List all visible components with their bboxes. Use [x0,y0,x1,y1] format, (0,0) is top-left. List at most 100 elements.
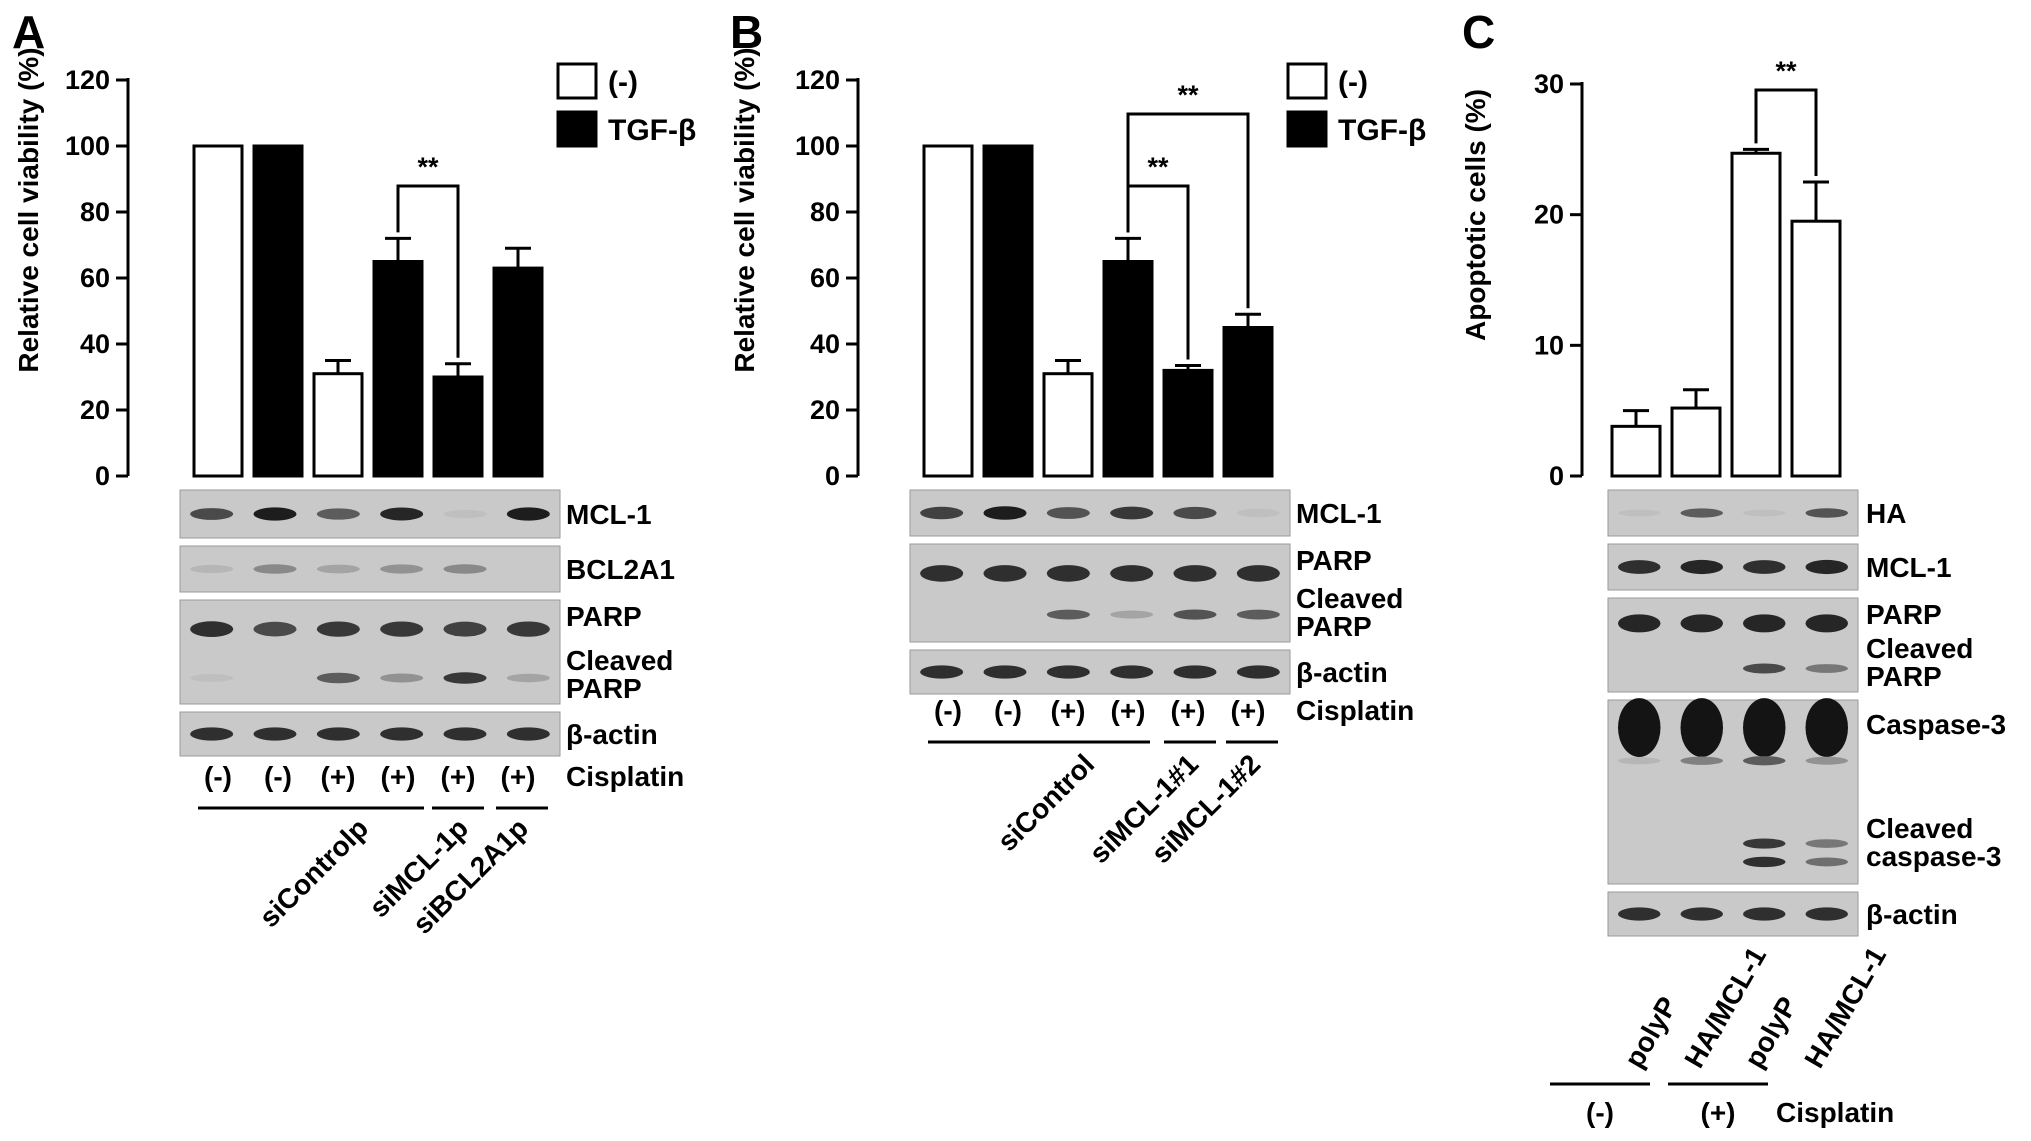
blot-band [1743,614,1786,633]
legend-label-tgfb-b: TGF-β [1338,114,1426,147]
group-label-sicontrolp: siControlp [253,812,374,933]
cisplatin-lane-label: (+) [1051,695,1086,726]
blot-band [1173,565,1217,582]
blot-label: β-actin [1866,899,1958,930]
blot-band [1680,508,1723,518]
cisplatin-lane-label: (+) [321,761,356,792]
significance-label: ** [1147,152,1169,182]
cisplatin-label-a: Cisplatin [566,761,684,792]
panel-c: C Apoptotic cells (%) 0 10 20 30 ** HA MCL-1 P… [1460,6,2006,1128]
cisplatin-group-minus: (-) [1586,1097,1614,1128]
blot-band [1110,565,1154,582]
panel-letter-a: A [12,6,45,58]
blot-band [1110,506,1154,520]
y-axis-title-b: Relative cell viability (%) [729,47,760,372]
blot-band [983,506,1027,520]
lane-label-c: polyP [1738,991,1803,1073]
lane-label-c: HA/MCL-1 [1798,942,1892,1073]
blot-band [920,665,964,679]
cisplatin-label-b: Cisplatin [1296,695,1414,726]
blot-band [190,564,234,574]
bar [1162,368,1214,478]
blot-label: Caspase-3 [1866,709,2006,740]
legend-label-untreated-b: (-) [1338,66,1368,99]
significance-bracket [396,184,460,358]
lane-label-c: polyP [1618,991,1683,1073]
blot-band [1110,610,1154,619]
cisplatin-lane-label: (+) [441,761,476,792]
blot-strip [179,599,561,705]
blot-band [1805,508,1848,518]
blot-band [1173,665,1217,679]
blot-label: Cleaved [1866,633,1973,664]
cisplatin-lane-label: (+) [1231,695,1266,726]
bar [492,266,544,478]
blot-label: caspase-3 [1866,841,2001,872]
blot-band [190,727,234,741]
blot-band [1680,559,1723,575]
blot-band [1618,757,1661,765]
blot-band [190,674,234,682]
blot-band [1743,756,1786,766]
blot-band [253,564,297,574]
blot-band [1110,665,1154,679]
blot-label: Cleaved [566,645,673,676]
cisplatin-lane-label: (+) [1171,695,1206,726]
blot-band [1046,565,1090,582]
significance-bracket [1126,112,1250,309]
y-tick-label: 80 [80,197,110,227]
blot-band [1236,665,1280,679]
blot-label: β-actin [1296,657,1388,688]
blot-band [316,564,360,574]
blot-band [1236,508,1280,518]
bar [252,144,304,478]
bar-chart-a: 0 20 40 60 80 100 120 ** [65,65,544,491]
bar [1222,326,1274,478]
blot-label: MCL-1 [1296,498,1382,529]
y-axis-title-a: Relative cell viability (%) [13,47,44,372]
cisplatin-lane-label: (+) [1111,695,1146,726]
blot-band [443,564,487,574]
y-tick-label: 40 [80,329,110,359]
blot-band [1680,907,1723,921]
panel-a: A Relative cell viability (%) 0 20 40 60 80 1… [12,6,696,940]
cisplatin-lane-label: (+) [381,761,416,792]
bar [432,375,484,478]
blot-band [1743,856,1786,868]
bar [1730,151,1782,478]
blot-band [1743,509,1786,517]
cisplatin-label-c: Cisplatin [1776,1097,1894,1128]
blot-band [1173,506,1217,520]
blot-band [190,508,234,520]
y-tick-label: 20 [1534,200,1564,230]
y-tick-label: 100 [795,131,840,161]
blot-band [1805,907,1848,921]
blot-strip [909,543,1291,643]
blot-band [1618,560,1661,574]
blot-band [1743,907,1786,921]
blot-band [1046,665,1090,679]
blot-band [316,727,360,741]
blot-band [1805,698,1848,758]
blot-band [1805,839,1848,848]
blot-band [380,507,424,521]
blot-strip [179,545,561,593]
blot-band [443,509,487,519]
blot-band [506,673,550,683]
panel-letter-c: C [1462,6,1495,58]
blot-band [190,621,234,637]
bar-chart-b: 0 20 40 60 80 100 120 ** ** [795,65,1274,491]
blot-label: PARP [566,673,642,704]
blot-label: MCL-1 [566,499,652,530]
y-tick-label: 0 [1549,461,1564,491]
blot-band [506,621,550,637]
legend-label-tgfb-a: TGF-β [608,114,696,147]
blot-band [1680,614,1723,633]
blot-strip [909,489,1291,537]
blot-band [506,727,550,741]
blot-band [506,507,550,521]
legend-swatch-tgfb-a [556,110,598,148]
bar [982,144,1034,478]
